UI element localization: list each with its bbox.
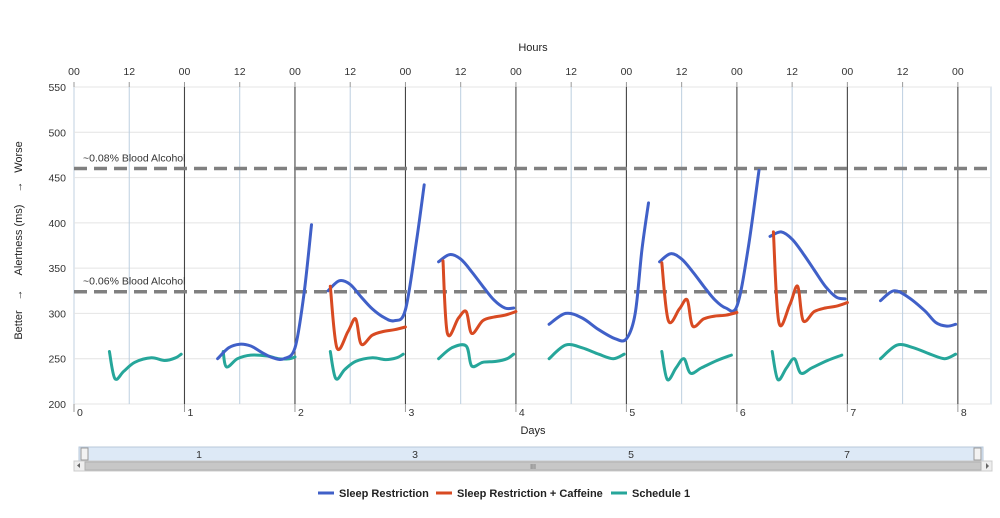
- day-tick-label: 0: [77, 407, 83, 419]
- day-tick-label: 2: [298, 407, 304, 419]
- day-tick-label: 5: [629, 407, 635, 419]
- hour-tick-label: 12: [786, 66, 798, 78]
- hour-tick-label: 00: [621, 66, 633, 78]
- hour-tick-label: 12: [123, 66, 135, 78]
- reference-lines: ~0.08% Blood Alcohol ~0.06% Blood Alcohol: [74, 153, 991, 294]
- navigator-label-7: 7: [844, 449, 850, 461]
- hour-tick-label: 00: [731, 66, 743, 78]
- series-line-schedule-1: [328, 350, 405, 381]
- y-axis-title: Alertness (ms): [13, 205, 25, 276]
- series-line-sleep-restriction: [216, 223, 313, 361]
- hour-tick-label: 12: [234, 66, 246, 78]
- series-line-schedule-1: [770, 350, 844, 382]
- hours-axis-title: Hours: [518, 42, 548, 54]
- series-line-sleep-restriction-caffeine: [771, 230, 849, 328]
- days-axis-title: Days: [520, 425, 546, 437]
- y-tick-label: 350: [48, 263, 66, 275]
- legend-label-sleep-restriction-caffeine: Sleep Restriction + Caffeine: [457, 488, 603, 500]
- hour-tick-label: 12: [676, 66, 688, 78]
- legend-item-sleep-restriction-caffeine[interactable]: Sleep Restriction + Caffeine: [436, 488, 603, 500]
- y-tick-label: 400: [48, 218, 66, 230]
- series-line-sleep-restriction-caffeine: [328, 284, 407, 351]
- hour-tick-label: 12: [897, 66, 909, 78]
- series-line-schedule-1: [221, 350, 297, 369]
- scrollbar-left-arrow-icon[interactable]: [77, 463, 80, 468]
- navigator-handle-left[interactable]: [80, 447, 89, 461]
- scrollbar-right-arrow-icon[interactable]: [986, 463, 989, 469]
- legend-item-schedule-1[interactable]: Schedule 1: [611, 488, 690, 500]
- hour-tick-label: 00: [400, 66, 412, 78]
- y-tick-label: 550: [48, 82, 66, 94]
- day-tick-label: 4: [519, 407, 525, 419]
- legend-label-schedule-1: Schedule 1: [632, 488, 690, 500]
- scrollbar-thumb[interactable]: [84, 461, 982, 471]
- y-worse-label: Worse: [13, 141, 25, 173]
- y-tick-label: 300: [48, 308, 66, 320]
- legend-label-sleep-restriction: Sleep Restriction: [339, 488, 429, 500]
- navigator[interactable]: 1 3 5 7 III: [73, 446, 993, 472]
- navigator-label-3: 3: [412, 449, 418, 461]
- reference-line-label: ~0.08% Blood Alcohol: [83, 153, 185, 165]
- y-arrow-up: →: [13, 182, 25, 193]
- y-arrow-down: →: [13, 290, 25, 301]
- reference-line-label: ~0.06% Blood Alcohol: [83, 276, 185, 288]
- grid-layer: [73, 86, 992, 405]
- series-line-sleep-restriction: [437, 253, 516, 311]
- y-better-label: Better: [13, 310, 25, 340]
- y-tick-label: 250: [48, 354, 66, 366]
- hour-tick-label: 00: [510, 66, 522, 78]
- hour-tick-label: 00: [952, 66, 964, 78]
- navigator-handle-right[interactable]: [973, 447, 982, 461]
- hour-tick-label: 00: [68, 66, 80, 78]
- series-line-schedule-1: [660, 350, 733, 382]
- legend-item-sleep-restriction[interactable]: Sleep Restriction: [318, 488, 429, 500]
- hour-tick-label: 00: [289, 66, 301, 78]
- series-line-sleep-restriction-caffeine: [441, 259, 518, 338]
- series-line-schedule-1: [547, 343, 626, 361]
- series-line-schedule-1: [879, 343, 958, 361]
- y-axis-title-group: Better → Alertness (ms) → Worse: [13, 141, 25, 339]
- series-line-schedule-1: [107, 350, 183, 381]
- hour-tick-label: 00: [842, 66, 854, 78]
- day-tick-label: 1: [187, 407, 193, 419]
- legend: Sleep Restriction Sleep Restriction + Ca…: [318, 488, 690, 500]
- navigator-label-5: 5: [628, 449, 634, 461]
- hour-tick-label: 12: [565, 66, 577, 78]
- series-line-sleep-restriction-caffeine: [660, 261, 739, 329]
- y-tick-label: 200: [48, 399, 66, 411]
- hour-tick-label: 12: [344, 66, 356, 78]
- series-line-schedule-1: [437, 343, 516, 369]
- scrollbar-grip: III: [530, 464, 536, 471]
- day-tick-label: 7: [850, 407, 856, 419]
- navigator-label-1: 1: [196, 449, 202, 461]
- y-tick-label: 500: [48, 127, 66, 139]
- day-tick-label: 3: [408, 407, 414, 419]
- y-tick-label: 450: [48, 173, 66, 185]
- hour-tick-label: 12: [455, 66, 467, 78]
- series-layer: [107, 168, 958, 382]
- series-line-sleep-restriction: [658, 168, 761, 313]
- hour-tick-label: 00: [179, 66, 191, 78]
- plot-area: [73, 86, 992, 405]
- day-tick-label: 6: [740, 407, 746, 419]
- day-tick-label: 8: [961, 407, 967, 419]
- series-line-sleep-restriction: [768, 230, 847, 301]
- series-line-sleep-restriction: [547, 201, 650, 343]
- series-line-sleep-restriction: [326, 183, 426, 323]
- series-line-sleep-restriction: [879, 289, 958, 328]
